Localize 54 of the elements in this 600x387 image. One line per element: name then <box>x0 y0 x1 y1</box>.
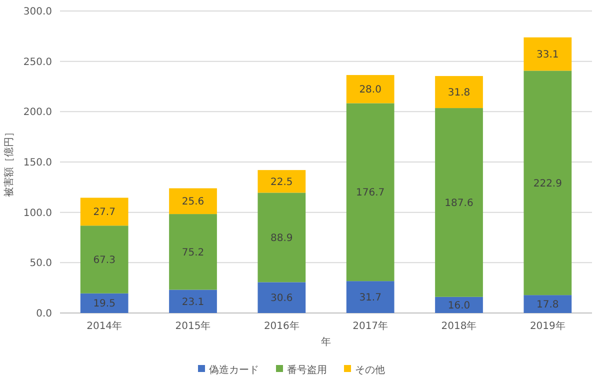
bar <box>435 76 483 108</box>
data-label: 25.6 <box>182 196 204 208</box>
data-label: 23.1 <box>182 296 204 308</box>
data-label: 30.6 <box>270 293 293 304</box>
data-label: 27.7 <box>93 207 116 218</box>
bar <box>169 214 217 290</box>
bar <box>258 170 306 193</box>
bar <box>80 198 128 226</box>
bar <box>524 70 572 296</box>
data-label: 31.7 <box>359 292 382 304</box>
x-tick-label: 2019年 <box>530 320 566 332</box>
x-tick-label: 2017年 <box>352 320 388 332</box>
data-label: 17.8 <box>536 300 559 311</box>
bar <box>169 290 217 313</box>
legend-label: 偽造カード <box>209 364 259 376</box>
data-label: 16.0 <box>448 300 470 312</box>
x-tick-label: 2014年 <box>86 320 122 332</box>
data-label: 28.0 <box>359 84 382 96</box>
y-tick-label: 150.0 <box>23 158 52 168</box>
bar <box>258 282 306 313</box>
data-label: 67.3 <box>93 254 116 266</box>
data-label: 187.6 <box>444 198 474 209</box>
bar <box>524 37 572 71</box>
data-label: 88.9 <box>270 232 293 244</box>
bar <box>435 108 483 297</box>
bar <box>258 192 306 282</box>
x-tick-label: 2018年 <box>441 320 477 332</box>
data-label: 222.9 <box>533 178 562 190</box>
bar <box>346 103 394 282</box>
bar <box>524 295 572 313</box>
y-axis-title: 被害額［億円］ <box>3 127 15 197</box>
y-tick-label: 200.0 <box>23 107 52 118</box>
data-label: 31.8 <box>448 88 470 99</box>
x-axis-title: 年 <box>321 336 331 348</box>
x-tick-label: 2016年 <box>264 320 300 332</box>
bar <box>80 293 128 313</box>
bar <box>346 75 394 104</box>
y-tick-label: 300.0 <box>23 6 52 18</box>
bar <box>80 226 128 294</box>
y-tick-label: 0.0 <box>36 308 52 320</box>
data-label: 176.7 <box>356 188 385 199</box>
y-tick-label: 100.0 <box>23 208 52 219</box>
data-label: 19.5 <box>93 298 116 310</box>
legend-label: その他 <box>355 364 385 376</box>
data-label: 22.5 <box>270 176 293 188</box>
legend-label: 番号盗用 <box>287 364 327 376</box>
bar <box>435 296 483 313</box>
y-tick-label: 250.0 <box>23 56 52 68</box>
x-tick-label: 2015年 <box>175 320 211 332</box>
data-label: 33.1 <box>536 50 559 61</box>
data-label: 75.2 <box>182 247 204 258</box>
bar <box>169 188 217 214</box>
y-tick-label: 50.0 <box>30 258 52 270</box>
bar <box>346 281 394 313</box>
